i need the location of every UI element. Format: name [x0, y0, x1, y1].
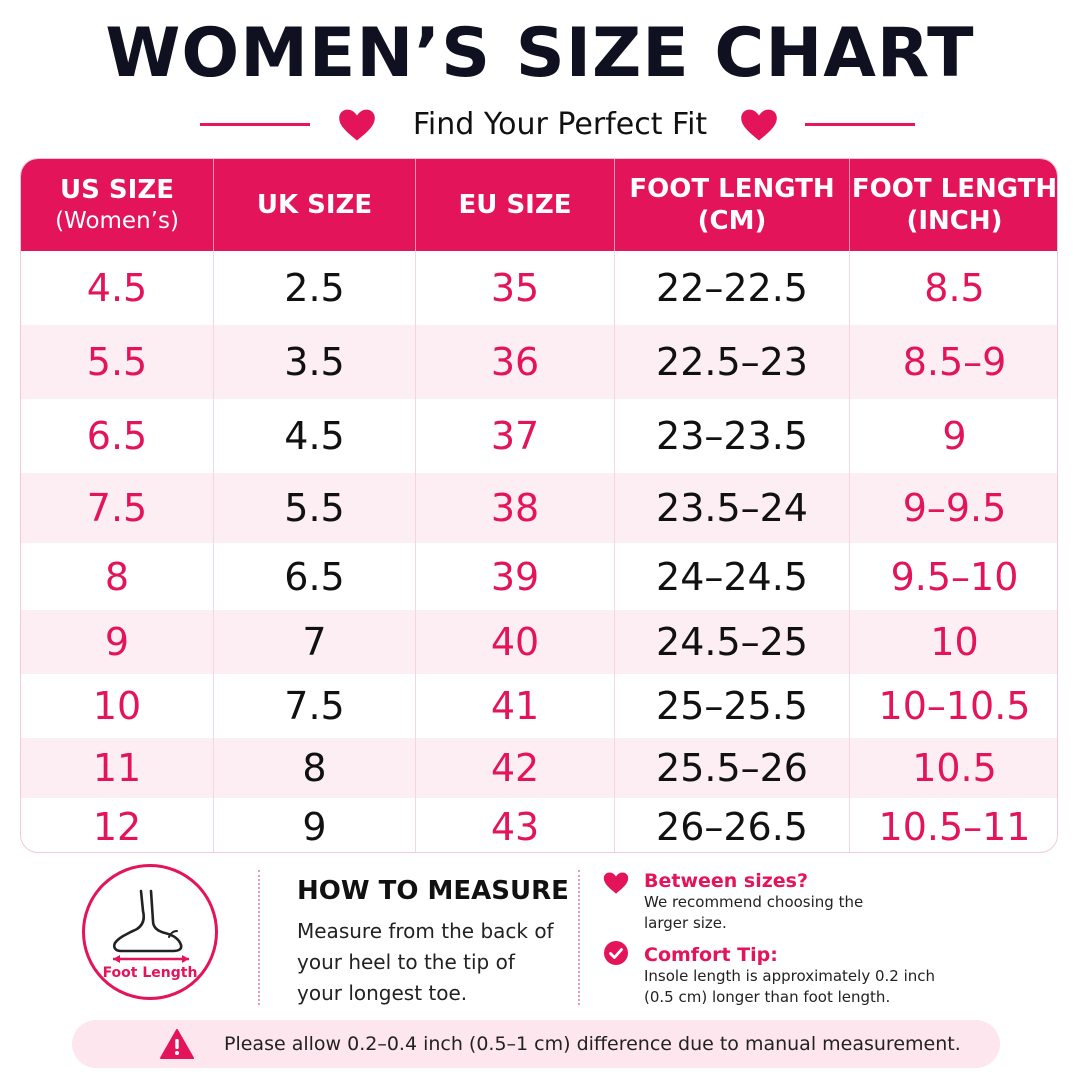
cell-us: 6.5: [21, 399, 214, 473]
cell-eu: 37: [416, 399, 615, 473]
heart-icon: [339, 109, 375, 141]
comfort-tip-text: Insole length is approximately 0.2 inch …: [644, 967, 936, 1006]
header-label: FOOT LENGTH: [851, 174, 1058, 204]
cell-eu: 40: [416, 610, 615, 674]
cell-inch: 10–10.5: [878, 684, 1031, 728]
cell-inch: 10: [930, 620, 979, 664]
cell-eu: 39: [416, 543, 615, 610]
cell-us: 10: [21, 674, 214, 738]
cell-eu: 38: [416, 473, 615, 543]
cell-cm: 26–26.5: [615, 798, 850, 852]
divider: [578, 870, 580, 1005]
cell-eu: 36: [416, 325, 615, 399]
cell-inch: 8.5: [924, 266, 985, 310]
cell-uk: 3.5: [214, 325, 416, 399]
divider-left: [200, 123, 310, 126]
table-row: 10 7.5 41 25–25.5 10–10.5: [21, 674, 1057, 738]
foot-icon: [112, 889, 189, 963]
table-row: 9 7 40 24.5–25 10: [21, 610, 1057, 674]
cell-uk: 4.5: [214, 399, 416, 473]
size-table: US SIZE (Women’s) UK SIZE EU SIZE FOOT L…: [20, 158, 1058, 853]
table-row: 12 9 43 26–26.5 10.5–11: [21, 798, 1057, 852]
cell-us: 8: [21, 543, 214, 610]
table-row: 5.5 3.5 36 22.5–23 8.5–9: [21, 325, 1057, 399]
foot-length-badge: Foot Length: [82, 864, 218, 1000]
cell-eu: 43: [416, 798, 615, 852]
warning-icon: [160, 1029, 194, 1059]
header-sublabel: (INCH): [906, 206, 1003, 236]
cell-cm: 23.5–24: [615, 473, 850, 543]
cell-uk: 2.5: [214, 251, 416, 325]
cell-inch: 9.5–10: [890, 554, 1019, 599]
cell-uk: 7: [214, 610, 416, 674]
cell-cm: 22.5–23: [615, 325, 850, 399]
cell-cm: 23–23.5: [615, 399, 850, 473]
how-to-measure-title: HOW TO MEASURE: [297, 876, 569, 906]
cell-cm: 24–24.5: [615, 543, 850, 610]
header-foot-length-inch: FOOT LENGTH (INCH): [850, 159, 1058, 251]
cell-inch: 8.5–9: [902, 340, 1007, 384]
header-foot-length-cm: FOOT LENGTH (CM): [615, 159, 850, 251]
cell-inch: 10.5–11: [878, 804, 1031, 849]
cell-cm: 22–22.5: [615, 251, 850, 325]
cell-inch: 9: [942, 414, 967, 458]
cell-us: 12: [21, 798, 214, 852]
cell-eu: 42: [416, 738, 615, 798]
cell-uk: 5.5: [214, 473, 416, 543]
cell-uk: 6.5: [214, 543, 416, 610]
cell-uk: 8: [214, 738, 416, 798]
header-label: FOOT LENGTH: [629, 174, 835, 204]
table-header: US SIZE (Women’s) UK SIZE EU SIZE FOOT L…: [21, 159, 1058, 251]
cell-us: 4.5: [21, 251, 214, 325]
heart-icon: [741, 109, 777, 141]
header-label: EU SIZE: [458, 190, 572, 220]
subtitle-row: Find Your Perfect Fit: [0, 100, 1080, 150]
cell-inch: 9–9.5: [902, 486, 1007, 530]
cell-uk: 7.5: [214, 674, 416, 738]
header-label: US SIZE: [60, 175, 174, 205]
table-row: 7.5 5.5 38 23.5–24 9–9.5: [21, 473, 1057, 543]
header-eu-size: EU SIZE: [416, 159, 615, 251]
header-uk-size: UK SIZE: [214, 159, 416, 251]
header-us-size: US SIZE (Women’s): [21, 159, 214, 251]
table-row: 6.5 4.5 37 23–23.5 9: [21, 399, 1057, 473]
how-to-measure-text: Measure from the back of your heel to th…: [297, 919, 554, 1005]
divider: [258, 870, 260, 1005]
table-row: 4.5 2.5 35 22–22.5 8.5: [21, 251, 1057, 325]
foot-length-label: Foot Length: [102, 965, 198, 981]
note-text: Please allow 0.2–0.4 inch (0.5–1 cm) dif…: [224, 1033, 961, 1055]
info-section: Foot Length HOW TO MEASURE Measure from …: [0, 860, 1080, 1010]
divider-right: [805, 123, 915, 126]
cell-eu: 41: [416, 674, 615, 738]
header-sublabel: (Women’s): [55, 208, 179, 234]
check-circle-icon: [604, 941, 628, 965]
cell-us: 5.5: [21, 325, 214, 399]
measurement-note: Please allow 0.2–0.4 inch (0.5–1 cm) dif…: [72, 1020, 1000, 1068]
cell-cm: 24.5–25: [615, 610, 850, 674]
comfort-tip-title: Comfort Tip:: [644, 944, 778, 966]
between-sizes-text: We recommend choosing the larger size.: [644, 893, 864, 932]
heart-icon: [603, 872, 629, 894]
cell-cm: 25–25.5: [615, 674, 850, 738]
table-row: 8 6.5 39 24–24.5 9.5–10: [21, 543, 1057, 610]
subtitle: Find Your Perfect Fit: [412, 107, 708, 142]
header-sublabel: (CM): [697, 206, 767, 236]
table-row: 11 8 42 25.5–26 10.5: [21, 738, 1057, 798]
cell-uk: 9: [214, 798, 416, 852]
cell-us: 7.5: [21, 473, 214, 543]
cell-eu: 35: [416, 251, 615, 325]
cell-us: 11: [21, 738, 214, 798]
cell-cm: 25.5–26: [615, 738, 850, 798]
header-label: UK SIZE: [256, 190, 373, 220]
cell-us: 9: [21, 610, 214, 674]
between-sizes-title: Between sizes?: [644, 870, 809, 892]
cell-inch: 10.5: [912, 746, 997, 790]
page-title: WOMEN’S SIZE CHART: [105, 14, 975, 93]
